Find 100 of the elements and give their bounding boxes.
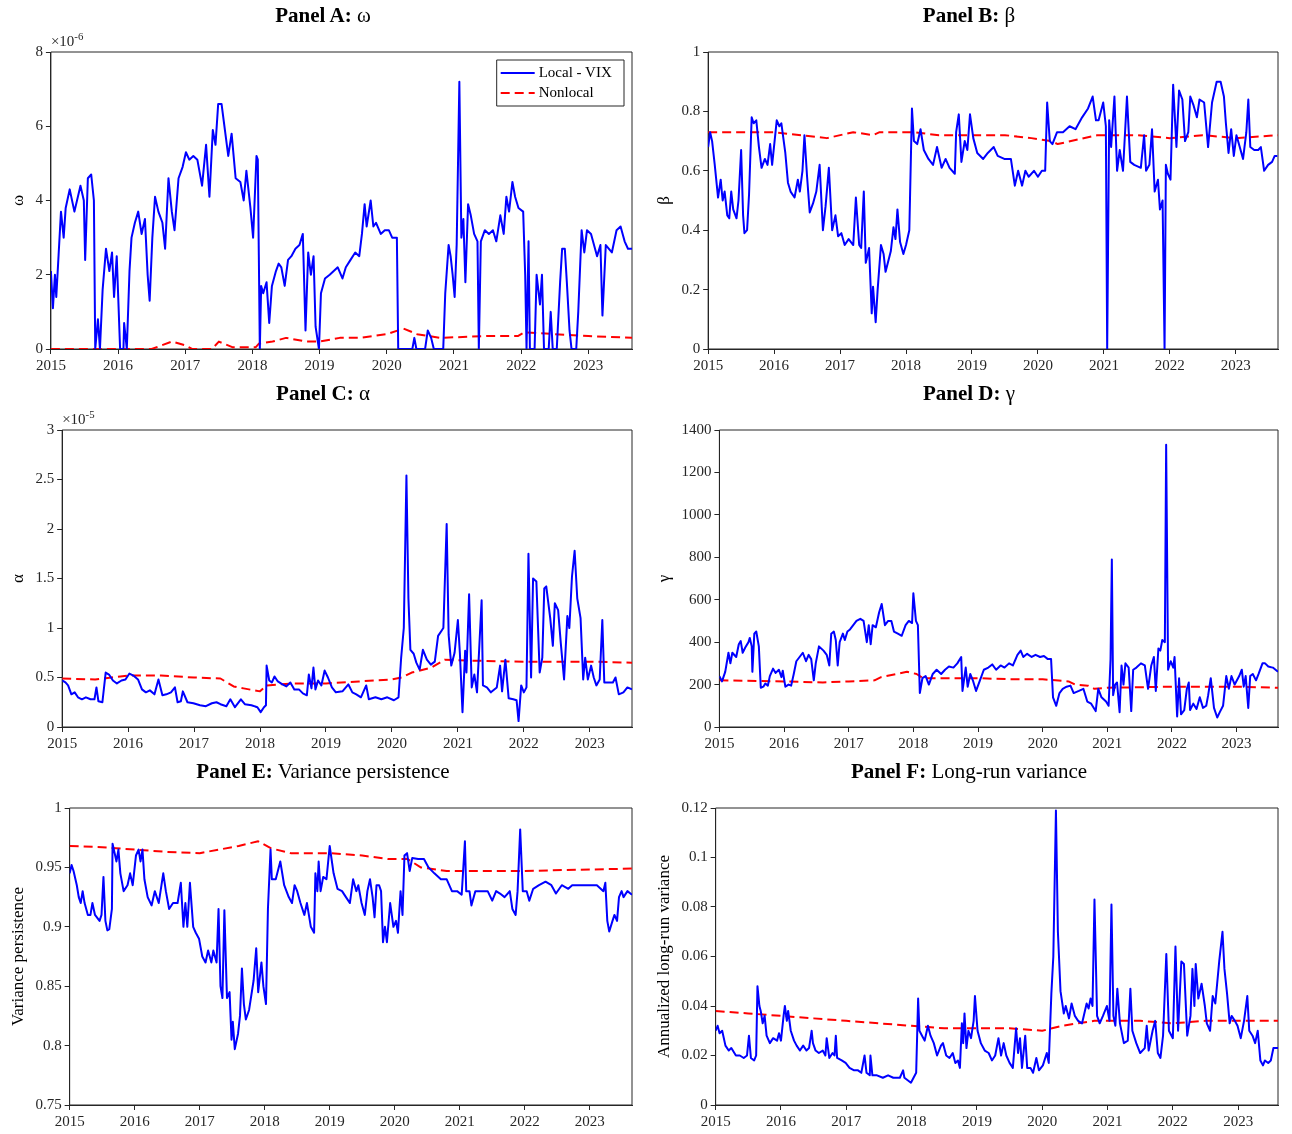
y-tick-label: 8: [35, 42, 43, 59]
y-tick-label: 3: [46, 420, 55, 437]
x-tick-label: 2022: [506, 356, 537, 373]
y-tick-label: 0: [35, 339, 43, 356]
x-tick-label: 2017: [825, 356, 856, 373]
x-tick-label: 2022: [1156, 734, 1187, 751]
y-tick-label: 0.04: [681, 996, 709, 1013]
x-tick-label: 2017: [170, 356, 201, 373]
x-tick-label: 2016: [769, 734, 800, 751]
x-tick-label: 2021: [1092, 1112, 1123, 1129]
x-tick-label: 2021: [442, 734, 473, 751]
y-tick-label: 6: [35, 117, 44, 134]
y-tick-label: 0.5: [35, 668, 55, 685]
y-tick-label: 1: [692, 42, 701, 59]
y-axis-title: ω: [7, 194, 27, 207]
y-tick-label: 2.5: [35, 470, 55, 487]
x-tick-label: 2022: [1154, 356, 1185, 373]
y-tick-label: 1400: [681, 420, 712, 437]
y-tick-label: 0: [700, 1095, 708, 1112]
x-tick-label: 2021: [444, 1112, 475, 1129]
chart-title: Panel E: Variance persistence: [195, 758, 451, 784]
x-tick-label: 2018: [249, 1112, 280, 1129]
x-tick-label: 2016: [119, 1112, 151, 1129]
y-tick-label: 0.95: [35, 858, 62, 875]
x-tick-label: 2020: [376, 734, 407, 751]
y-tick-label: 0.2: [681, 280, 701, 297]
chart-title: Panel C: α: [275, 380, 371, 406]
y-tick-label: 0: [46, 717, 55, 734]
y-tick-label: 0.1: [688, 848, 708, 865]
line-series: [62, 658, 632, 693]
y-axis-title: Variance persistence: [7, 886, 27, 1027]
x-tick-label: 2023: [573, 356, 604, 373]
x-tick-label: 2016: [759, 356, 790, 373]
y-tick-label: 400: [688, 633, 712, 650]
y-axis-title: α: [7, 573, 27, 583]
legend-label: Nonlocal: [538, 83, 594, 100]
y-tick-label: 800: [688, 548, 712, 565]
y-tick-label: 0.12: [681, 798, 708, 815]
x-tick-label: 2020: [371, 356, 402, 373]
y-tick-label: 1.5: [35, 569, 55, 586]
x-tick-label: 2019: [304, 356, 335, 373]
x-tick-label: 2023: [1223, 1112, 1254, 1129]
y-tick-label: 0.9: [42, 917, 62, 934]
x-tick-label: 2020: [379, 1112, 410, 1129]
y-tick-label: 0.8: [681, 102, 701, 119]
y-tick-label: 0.6: [681, 161, 701, 178]
y-tick-label: 1200: [681, 463, 712, 480]
x-tick-label: 2019: [961, 1112, 992, 1129]
x-tick-label: 2018: [237, 356, 268, 373]
x-tick-label: 2015: [700, 1112, 731, 1129]
x-tick-label: 2016: [103, 356, 134, 373]
y-axis-title: β: [653, 196, 673, 205]
y-axis-title: Annualized long-run variance: [653, 855, 673, 1058]
y-tick-label: 200: [688, 675, 712, 692]
y-tick-label: 0.02: [681, 1046, 708, 1063]
x-tick-label: 2022: [509, 1112, 540, 1129]
y-tick-label: 0.85: [35, 977, 62, 994]
x-tick-label: 2019: [963, 734, 994, 751]
x-tick-label: 2021: [438, 356, 469, 373]
chart-title: Panel F: Long-run variance: [849, 758, 1089, 784]
x-tick-label: 2015: [35, 356, 66, 373]
y-tick-label: 2: [46, 519, 55, 536]
y-tick-label: 600: [688, 590, 712, 607]
x-tick-label: 2016: [113, 734, 144, 751]
x-tick-label: 2015: [693, 356, 724, 373]
y-tick-label: 0.8: [42, 1036, 62, 1053]
x-tick-label: 2018: [896, 1112, 927, 1129]
x-tick-label: 2022: [508, 734, 539, 751]
line-series: [69, 840, 632, 872]
x-tick-label: 2020: [1027, 1112, 1058, 1129]
legend-label: Local - VIX: [538, 63, 612, 80]
x-tick-label: 2016: [765, 1112, 797, 1129]
chart-title: Panel D: γ: [921, 380, 1017, 406]
y-tick-label: 1: [46, 618, 55, 635]
y-tick-label: 0.75: [35, 1095, 62, 1112]
y-tick-label: 1: [54, 798, 62, 815]
y-tick-label: 0.08: [681, 897, 708, 914]
x-tick-label: 2023: [574, 734, 605, 751]
chart-title: Panel A: ω: [274, 2, 372, 28]
x-tick-label: 2015: [47, 734, 78, 751]
x-tick-label: 2020: [1027, 734, 1058, 751]
y-tick-label: 4: [35, 191, 44, 208]
y-tick-label: 2: [35, 265, 43, 282]
chart-title: Panel B: β: [921, 2, 1017, 28]
x-tick-label: 2022: [1157, 1112, 1188, 1129]
x-tick-label: 2015: [54, 1112, 85, 1129]
y-tick-label: 0: [692, 339, 701, 356]
x-tick-label: 2018: [891, 356, 922, 373]
y-tick-label: 0: [703, 717, 712, 734]
x-tick-label: 2017: [833, 734, 865, 751]
x-tick-label: 2019: [310, 734, 341, 751]
x-tick-label: 2021: [1088, 356, 1119, 373]
x-tick-label: 2019: [314, 1112, 345, 1129]
y-axis-title: γ: [653, 574, 673, 584]
x-tick-label: 2020: [1022, 356, 1053, 373]
x-tick-label: 2023: [1221, 734, 1252, 751]
x-tick-label: 2023: [1220, 356, 1251, 373]
x-tick-label: 2019: [956, 356, 987, 373]
x-tick-label: 2018: [898, 734, 929, 751]
x-tick-label: 2017: [831, 1112, 862, 1129]
